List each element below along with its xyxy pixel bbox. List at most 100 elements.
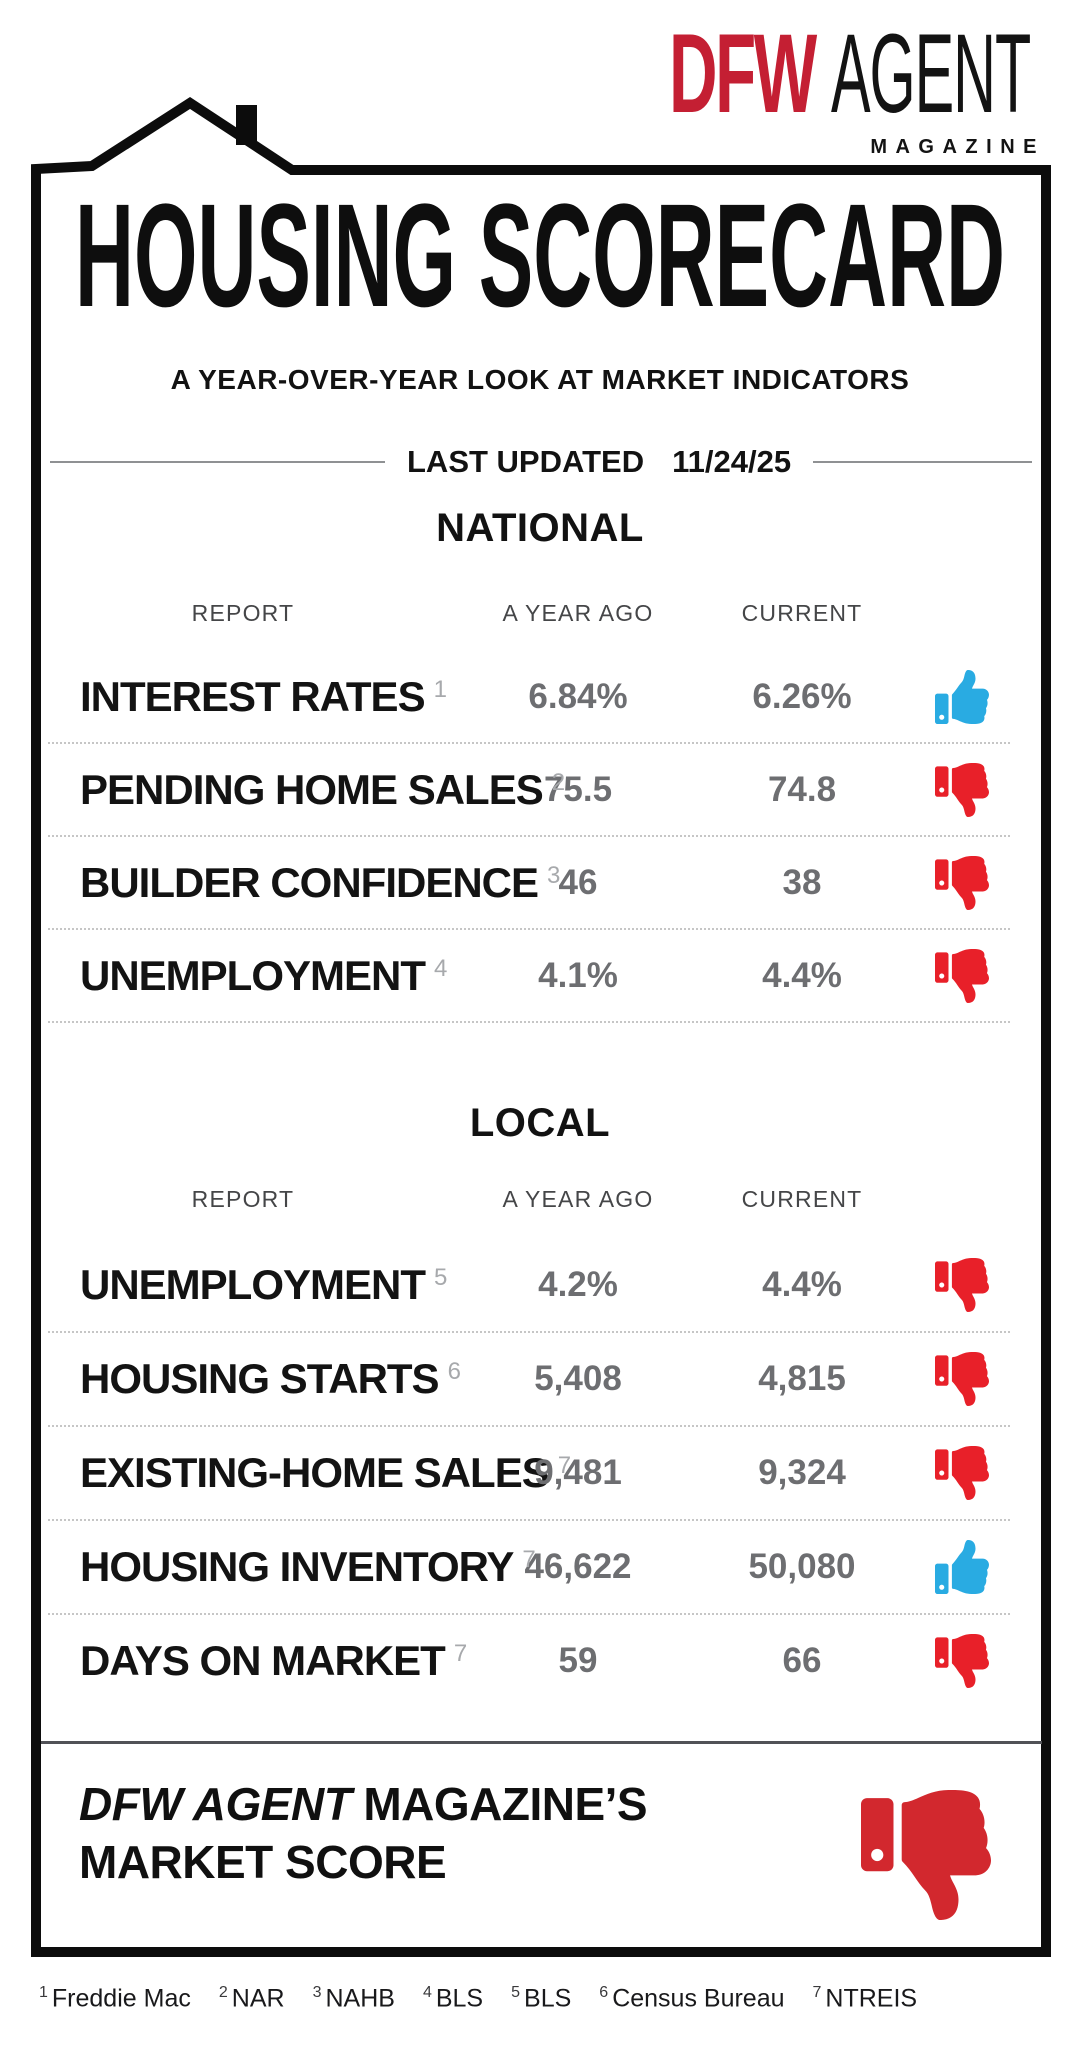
market-score-line1: DFW AGENT MAGAZINE’S <box>79 1776 648 1834</box>
table-row-pending-home-sales: PENDING HOME SALES 2 75.5 74.8 <box>48 744 1010 837</box>
row-label-text: EXISTING-HOME SALES <box>80 1449 550 1496</box>
trend-cell <box>900 670 1024 724</box>
current-value: 6.26% <box>752 676 852 716</box>
last-updated-text: LAST UPDATED 11/24/25 <box>407 444 791 480</box>
current-value: 66 <box>782 1641 822 1680</box>
logo-agent-text: AGENT <box>831 11 1031 136</box>
year-ago-value: 46,622 <box>524 1547 632 1586</box>
page-title: HOUSING SCORECARD <box>75 193 1005 338</box>
footnote-source: 3 NAHB <box>313 1984 395 2013</box>
footnote-source: 6 Census Bureau <box>599 1984 784 2013</box>
footnote-marker: 6 <box>447 1358 461 1385</box>
table-row-unemployment-national: UNEMPLOYMENT 4 4.1% 4.4% <box>48 930 1010 1023</box>
column-header-year-ago: A YEAR AGO <box>502 599 654 626</box>
market-score-brand: DFW AGENT <box>79 1778 352 1830</box>
footnote-marker: 4 <box>434 954 448 982</box>
logo-dfw-wrap: DFW <box>669 17 831 129</box>
year-ago-value: 75.5 <box>543 769 613 809</box>
footnote-marker: 1 <box>433 675 447 703</box>
section-heading-local: LOCAL <box>469 1101 611 1145</box>
footnote-name: Freddie Mac <box>51 1984 191 2013</box>
chimney <box>236 105 257 145</box>
row-label-text: BUILDER CONFIDENCE <box>80 858 539 906</box>
trend-cell <box>900 1446 1024 1500</box>
row-label: PENDING HOME SALES 2 <box>48 766 565 814</box>
footnote-source: 7 NTREIS <box>813 1984 918 2013</box>
last-updated-bar: LAST UPDATED 11/24/25 <box>50 444 1032 480</box>
table-row-housing-starts: HOUSING STARTS 6 5,408 4,815 <box>48 1333 1010 1427</box>
market-score-title: DFW AGENT MAGAZINE’S MARKET SCORE <box>79 1776 648 1892</box>
row-label-text: PENDING HOME SALES <box>80 765 544 813</box>
footnote-number: 4 <box>422 1984 432 2001</box>
row-label: HOUSING INVENTORY 7 <box>48 1543 536 1591</box>
trend-cell <box>900 1352 1024 1406</box>
row-label: EXISTING-HOME SALES 7 <box>48 1449 571 1497</box>
current-value: 4.4% <box>762 955 842 995</box>
logo-wordmark: DFW AGENT <box>669 11 1037 136</box>
footnote-marker: 7 <box>522 1546 536 1573</box>
row-label-text: HOUSING INVENTORY <box>80 1543 514 1590</box>
market-score-thumbs-down-icon <box>856 1790 996 1920</box>
year-ago-value: 46 <box>558 862 598 902</box>
year-ago-value: 5,408 <box>534 1359 622 1398</box>
footnote-name: BLS <box>435 1984 484 2013</box>
table-row-interest-rates: INTEREST RATES 1 6.84% 6.26% <box>48 651 1010 744</box>
year-ago-value: 4.2% <box>538 1265 618 1304</box>
source-footnotes: 1 Freddie Mac 2 NAR 3 NAHB 4 BLS 5 BLS 6 Censu… <box>39 1984 945 2013</box>
thumbs-down-icon <box>935 856 989 910</box>
row-label-text: INTEREST RATES <box>80 672 426 720</box>
trend-cell <box>900 1258 1024 1312</box>
local-table: REPORT A YEAR AGO CURRENT UNEMPLOYMENT 5 … <box>48 1160 1010 1707</box>
table-row-days-on-market: DAYS ON MARKET 7 59 66 <box>48 1615 1010 1707</box>
divider-line-left <box>50 461 385 463</box>
current-value: 50,080 <box>748 1547 856 1586</box>
footnote-marker: 3 <box>547 861 561 889</box>
page-subtitle: A YEAR-OVER-YEAR LOOK AT MARKET INDICATO… <box>170 364 910 395</box>
thumbs-down-icon <box>935 763 989 817</box>
row-label: HOUSING STARTS 6 <box>48 1355 461 1403</box>
year-ago-value: 59 <box>558 1641 598 1680</box>
thumbs-down-icon <box>935 1352 989 1406</box>
footnote-name: BLS <box>524 1984 572 2013</box>
column-header-report: REPORT <box>191 1186 295 1212</box>
current-value: 4.4% <box>762 1265 842 1304</box>
house-roof-outline <box>31 97 1051 1957</box>
footnote-number: 7 <box>812 1984 822 2001</box>
current-value: 9,324 <box>758 1453 846 1492</box>
row-label: DAYS ON MARKET 7 <box>48 1637 467 1685</box>
market-score-line1-rest: MAGAZINE’S <box>363 1778 648 1830</box>
year-ago-value: 9,481 <box>534 1453 622 1492</box>
column-header-report: REPORT <box>191 599 295 626</box>
row-label-text: DAYS ON MARKET <box>80 1637 446 1684</box>
section-heading-national: NATIONAL <box>436 506 644 550</box>
table-row-unemployment-local: UNEMPLOYMENT 5 4.2% 4.4% <box>48 1239 1010 1333</box>
footnote-marker: 7 <box>453 1640 468 1667</box>
page-title-svg: HOUSING SCORECARD <box>75 193 1005 338</box>
row-label: BUILDER CONFIDENCE 3 <box>48 859 560 907</box>
table-row-existing-home-sales: EXISTING-HOME SALES 7 9,481 9,324 <box>48 1427 1010 1521</box>
trend-cell <box>900 949 1024 1003</box>
row-label: INTEREST RATES 1 <box>48 672 447 721</box>
market-score-divider <box>41 1741 1042 1744</box>
trend-cell <box>900 1634 1024 1688</box>
row-label-text: UNEMPLOYMENT <box>80 951 426 999</box>
trend-cell <box>900 856 1024 910</box>
row-label-text: HOUSING STARTS <box>80 1355 440 1402</box>
footnote-source: 5 BLS <box>511 1984 571 2013</box>
column-header-current: CURRENT <box>741 599 863 626</box>
thumbs-down-icon <box>935 949 989 1003</box>
footnote-number: 5 <box>511 1984 521 2001</box>
dfw-agent-magazine-logo: DFW AGENT MAGAZINE <box>669 11 1037 159</box>
row-label: UNEMPLOYMENT 4 <box>48 951 447 1000</box>
footnote-marker: 7 <box>557 1452 572 1479</box>
market-score-line2: MARKET SCORE <box>79 1835 447 1888</box>
current-value: 38 <box>782 862 822 902</box>
column-header-current: CURRENT <box>741 1186 863 1212</box>
trend-cell <box>900 763 1024 817</box>
year-ago-value: 4.1% <box>538 955 618 995</box>
local-table-header: REPORT A YEAR AGO CURRENT <box>48 1160 1010 1239</box>
last-updated-date: 11/24/25 <box>672 444 792 479</box>
last-updated-label: LAST UPDATED <box>407 444 645 479</box>
thumbs-down-icon <box>935 1446 989 1500</box>
